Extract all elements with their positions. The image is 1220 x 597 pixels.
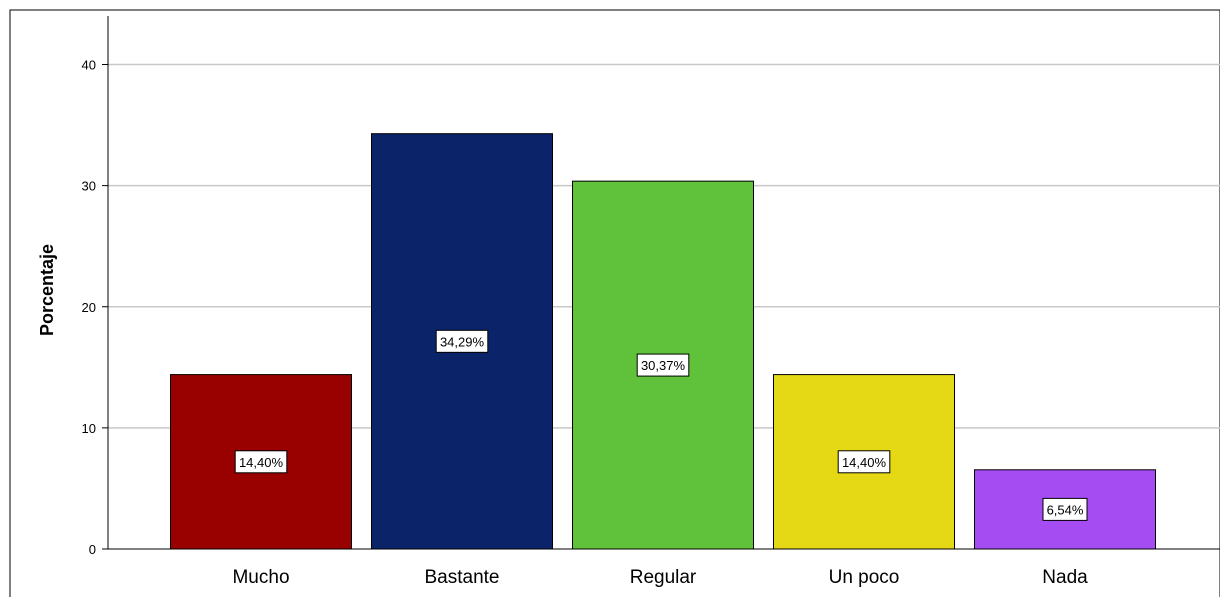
y-tick-label: 0: [89, 542, 96, 557]
y-axis-title: Porcentaje: [37, 244, 57, 336]
data-label: 30,37%: [641, 358, 686, 373]
data-label-box: [1042, 497, 1088, 521]
bars: [170, 133, 1156, 550]
x-category-label: Un poco: [829, 567, 900, 588]
x-category-label: Bastante: [425, 567, 500, 588]
data-label-box: [234, 450, 288, 474]
data-label: 6,54%: [1047, 502, 1084, 517]
y-tick-label: 10: [82, 421, 96, 436]
x-category-label: Regular: [630, 567, 697, 588]
data-label: 14,40%: [842, 455, 887, 470]
x-category-label: Mucho: [232, 567, 289, 588]
data-label-box: [837, 450, 891, 474]
data-label: 34,29%: [440, 334, 485, 349]
x-axis-labels: Mucho Bastante Regular Un poco Nada: [232, 567, 1088, 588]
data-label-box: [435, 329, 489, 353]
y-axis-ticks: 0 10 20 30 40: [82, 58, 108, 557]
y-tick-label: 30: [82, 179, 96, 194]
y-tick-label: 20: [82, 300, 96, 315]
data-label-box: [636, 353, 690, 377]
y-tick-label: 40: [82, 58, 96, 73]
data-label: 14,40%: [239, 455, 284, 470]
x-category-label: Nada: [1042, 567, 1088, 588]
data-labels: 14,40% 34,29% 30,37% 14,40% 6,54%: [234, 329, 1088, 521]
